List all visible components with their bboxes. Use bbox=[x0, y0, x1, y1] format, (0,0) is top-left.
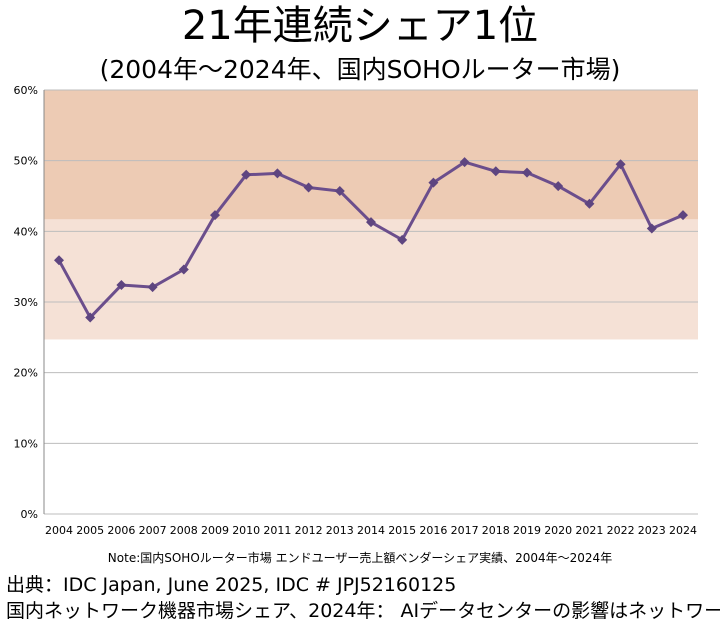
x-tick-label: 2015 bbox=[388, 524, 416, 537]
x-tick-label: 2022 bbox=[607, 524, 635, 537]
data-point-marker bbox=[54, 255, 64, 266]
y-tick-label: 30% bbox=[14, 296, 38, 309]
x-tick-label: 2018 bbox=[482, 524, 510, 537]
y-tick-label: 60% bbox=[14, 84, 38, 97]
caption-text: 国内ネットワーク機器市場シェア、2024年： AIデータセンターの影響はネットワ… bbox=[6, 600, 720, 622]
line-chart: 0%10%20%30%40%50%60% 2004 2005 2006 2007 200… bbox=[14, 84, 698, 537]
gridlines bbox=[44, 89, 698, 515]
data-point-marker bbox=[490, 166, 501, 177]
chart-subtitle: (2004年～2024年、国内SOHOルーター市場) bbox=[99, 55, 621, 84]
x-tick-label: 2009 bbox=[201, 524, 229, 537]
x-tick-label: 2013 bbox=[326, 524, 354, 537]
x-tick-label: 2016 bbox=[419, 524, 447, 537]
data-point-marker bbox=[334, 186, 345, 197]
data-point-marker bbox=[397, 234, 408, 245]
data-point-marker bbox=[646, 223, 657, 234]
x-tick-label: 2005 bbox=[76, 524, 104, 537]
x-tick-label: 2008 bbox=[170, 524, 198, 537]
data-point-marker bbox=[584, 198, 595, 209]
y-tick-label: 10% bbox=[14, 437, 38, 450]
data-point-marker bbox=[366, 217, 376, 228]
x-tick-label: 2012 bbox=[295, 524, 323, 537]
data-point-marker bbox=[272, 168, 283, 179]
x-tick-label: 2019 bbox=[513, 524, 541, 537]
chart-title: 21年連続シェア1位 bbox=[181, 3, 539, 49]
data-point-marker bbox=[428, 177, 439, 188]
data-point-marker bbox=[85, 312, 96, 323]
data-point-marker bbox=[522, 167, 532, 178]
data-point-marker bbox=[210, 210, 220, 221]
shaded-band-0 bbox=[44, 219, 698, 340]
chart-note: Note:国内SOHOルーター市場 エンドユーザー売上額ベンダーシェア実績、20… bbox=[107, 551, 613, 565]
source-text: 出典：IDC Japan, June 2025, IDC # JPJ521601… bbox=[6, 574, 457, 596]
x-tick-label: 2024 bbox=[669, 524, 697, 537]
x-tick-label: 2021 bbox=[575, 524, 603, 537]
x-tick-label: 2010 bbox=[232, 524, 260, 537]
shaded-band-1 bbox=[44, 90, 698, 220]
x-tick-label: 2006 bbox=[107, 524, 135, 537]
data-point-marker bbox=[147, 282, 158, 293]
data-point-marker bbox=[241, 169, 252, 180]
y-tick-label: 0% bbox=[21, 508, 38, 521]
y-tick-label: 20% bbox=[14, 367, 38, 380]
x-tick-label: 2007 bbox=[139, 524, 167, 537]
data-point-marker bbox=[553, 181, 564, 192]
shaded-bands bbox=[44, 90, 698, 340]
x-tick-label: 2011 bbox=[263, 524, 291, 537]
x-tick-label: 2023 bbox=[638, 524, 666, 537]
x-tick-label: 2004 bbox=[45, 524, 73, 537]
y-axis: 0% 10% 20% 30% 40% 50% 60% bbox=[14, 84, 45, 521]
x-tick-label: 2020 bbox=[544, 524, 572, 537]
y-tick-label: 50% bbox=[14, 155, 38, 168]
x-tick-label: 2017 bbox=[451, 524, 479, 537]
data-point-marker bbox=[678, 210, 688, 221]
y-tick-label: 40% bbox=[14, 225, 38, 238]
series-line bbox=[54, 157, 688, 323]
data-point-marker bbox=[303, 182, 314, 193]
data-point-marker bbox=[116, 280, 127, 291]
data-point-marker bbox=[615, 159, 626, 170]
data-point-marker bbox=[459, 157, 470, 168]
data-point-marker bbox=[178, 264, 189, 275]
x-tick-label: 2014 bbox=[357, 524, 385, 537]
x-axis: 2004 2005 2006 2007 2008 2009 2010 2011 2012 2013… bbox=[45, 524, 697, 537]
